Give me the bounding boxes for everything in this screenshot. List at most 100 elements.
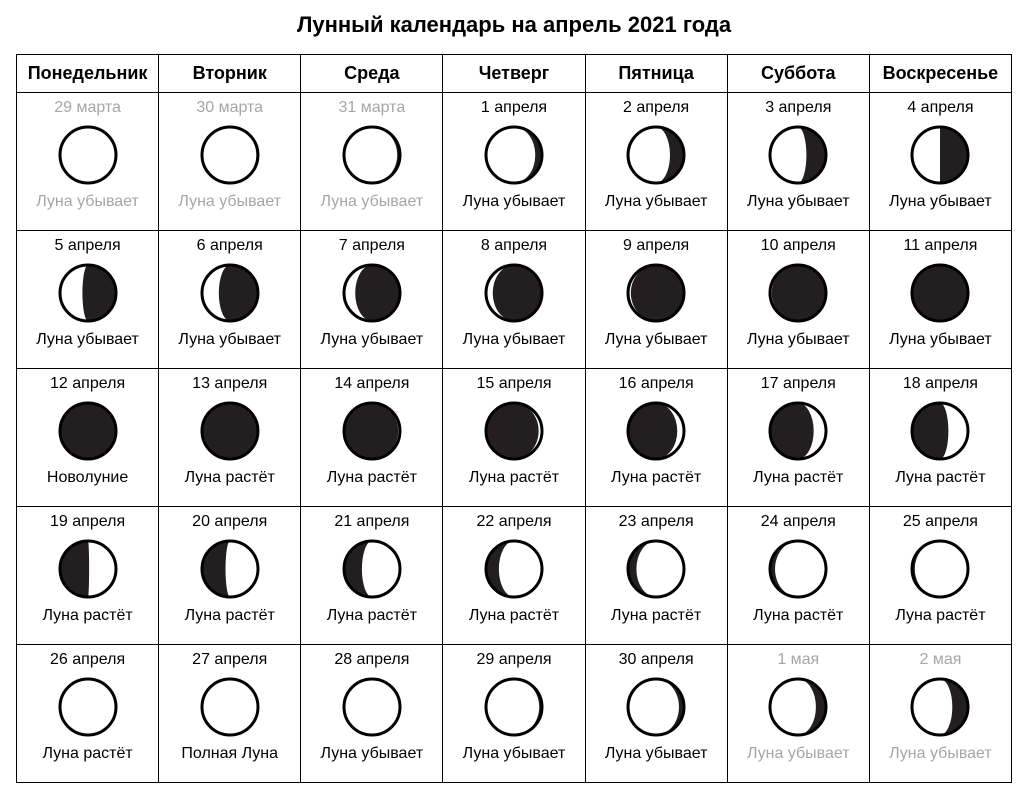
date-label: 14 апреля [305,375,438,393]
date-label: 27 апреля [163,651,296,669]
moon-phase-icon [21,675,154,739]
phase-label: Полная Луна [163,745,296,763]
calendar-day-cell: 15 апреля Луна растёт [443,369,585,507]
moon-phase-icon [874,675,1007,739]
calendar-day-cell: 4 апреля Луна убывает [869,93,1011,231]
moon-phase-icon [305,123,438,187]
phase-label: Луна растёт [447,469,580,487]
phase-label: Луна убывает [163,331,296,349]
phase-label: Луна растёт [874,469,1007,487]
phase-label: Луна убывает [305,745,438,763]
phase-label: Луна убывает [732,331,865,349]
moon-phase-icon [21,123,154,187]
phase-label: Луна убывает [590,745,723,763]
calendar-day-cell: 29 апреля Луна убывает [443,645,585,783]
moon-phase-icon [590,261,723,325]
calendar-day-cell: 2 апреля Луна убывает [585,93,727,231]
moon-phase-icon [874,261,1007,325]
date-label: 6 апреля [163,237,296,255]
date-label: 13 апреля [163,375,296,393]
lunar-calendar-table: Понедельник Вторник Среда Четверг Пятниц… [16,54,1012,783]
date-label: 26 апреля [21,651,154,669]
date-label: 15 апреля [447,375,580,393]
moon-phase-icon [447,261,580,325]
col-tue: Вторник [159,55,301,93]
moon-phase-icon [590,123,723,187]
phase-label: Луна убывает [732,745,865,763]
calendar-day-cell: 23 апреля Луна растёт [585,507,727,645]
phase-label: Луна растёт [590,607,723,625]
calendar-day-cell: 26 апреля Луна растёт [17,645,159,783]
date-label: 30 марта [163,99,296,117]
phase-label: Новолуние [21,469,154,487]
moon-phase-icon [163,675,296,739]
moon-phase-icon [305,537,438,601]
calendar-day-cell: 21 апреля Луна растёт [301,507,443,645]
col-sun: Воскресенье [869,55,1011,93]
date-label: 17 апреля [732,375,865,393]
moon-phase-icon [163,399,296,463]
calendar-week-row: 29 марта Луна убывает30 марта Луна убыва… [17,93,1012,231]
moon-phase-icon [732,123,865,187]
col-thu: Четверг [443,55,585,93]
date-label: 23 апреля [590,513,723,531]
col-mon: Понедельник [17,55,159,93]
calendar-day-cell: 1 мая Луна убывает [727,645,869,783]
calendar-day-cell: 8 апреля Луна убывает [443,231,585,369]
date-label: 1 апреля [447,99,580,117]
calendar-day-cell: 22 апреля Луна растёт [443,507,585,645]
phase-label: Луна убывает [874,193,1007,211]
calendar-day-cell: 16 апреля Луна растёт [585,369,727,507]
calendar-day-cell: 14 апреля Луна растёт [301,369,443,507]
calendar-day-cell: 11 апреля Луна убывает [869,231,1011,369]
phase-label: Луна убывает [732,193,865,211]
moon-phase-icon [447,675,580,739]
date-label: 8 апреля [447,237,580,255]
moon-phase-icon [590,675,723,739]
phase-label: Луна растёт [732,469,865,487]
calendar-day-cell: 18 апреля Луна растёт [869,369,1011,507]
date-label: 10 апреля [732,237,865,255]
calendar-week-row: 5 апреля Луна убывает6 апреля Луна убыва… [17,231,1012,369]
moon-phase-icon [590,537,723,601]
calendar-day-cell: 27 апреля Полная Луна [159,645,301,783]
calendar-day-cell: 12 апреля Новолуние [17,369,159,507]
date-label: 20 апреля [163,513,296,531]
col-sat: Суббота [727,55,869,93]
moon-phase-icon [163,261,296,325]
calendar-day-cell: 31 марта Луна убывает [301,93,443,231]
phase-label: Луна убывает [447,193,580,211]
moon-phase-icon [874,537,1007,601]
weekday-header-row: Понедельник Вторник Среда Четверг Пятниц… [17,55,1012,93]
calendar-day-cell: 13 апреля Луна растёт [159,369,301,507]
phase-label: Луна растёт [874,607,1007,625]
moon-phase-icon [874,123,1007,187]
phase-label: Луна растёт [21,745,154,763]
phase-label: Луна убывает [590,331,723,349]
phase-label: Луна растёт [305,469,438,487]
calendar-day-cell: 29 марта Луна убывает [17,93,159,231]
calendar-day-cell: 20 апреля Луна растёт [159,507,301,645]
phase-label: Луна растёт [447,607,580,625]
moon-phase-icon [21,399,154,463]
date-label: 9 апреля [590,237,723,255]
moon-phase-icon [732,399,865,463]
calendar-day-cell: 9 апреля Луна убывает [585,231,727,369]
phase-label: Луна убывает [874,331,1007,349]
calendar-day-cell: 7 апреля Луна убывает [301,231,443,369]
date-label: 2 апреля [590,99,723,117]
date-label: 21 апреля [305,513,438,531]
calendar-day-cell: 25 апреля Луна растёт [869,507,1011,645]
date-label: 2 мая [874,651,1007,669]
moon-phase-icon [305,399,438,463]
calendar-day-cell: 24 апреля Луна растёт [727,507,869,645]
calendar-body: 29 марта Луна убывает30 марта Луна убыва… [17,93,1012,783]
moon-phase-icon [21,537,154,601]
page-title: Лунный календарь на апрель 2021 года [16,12,1012,38]
phase-label: Луна убывает [305,331,438,349]
moon-phase-icon [732,537,865,601]
phase-label: Луна растёт [305,607,438,625]
moon-phase-icon [447,123,580,187]
date-label: 29 марта [21,99,154,117]
date-label: 11 апреля [874,237,1007,255]
